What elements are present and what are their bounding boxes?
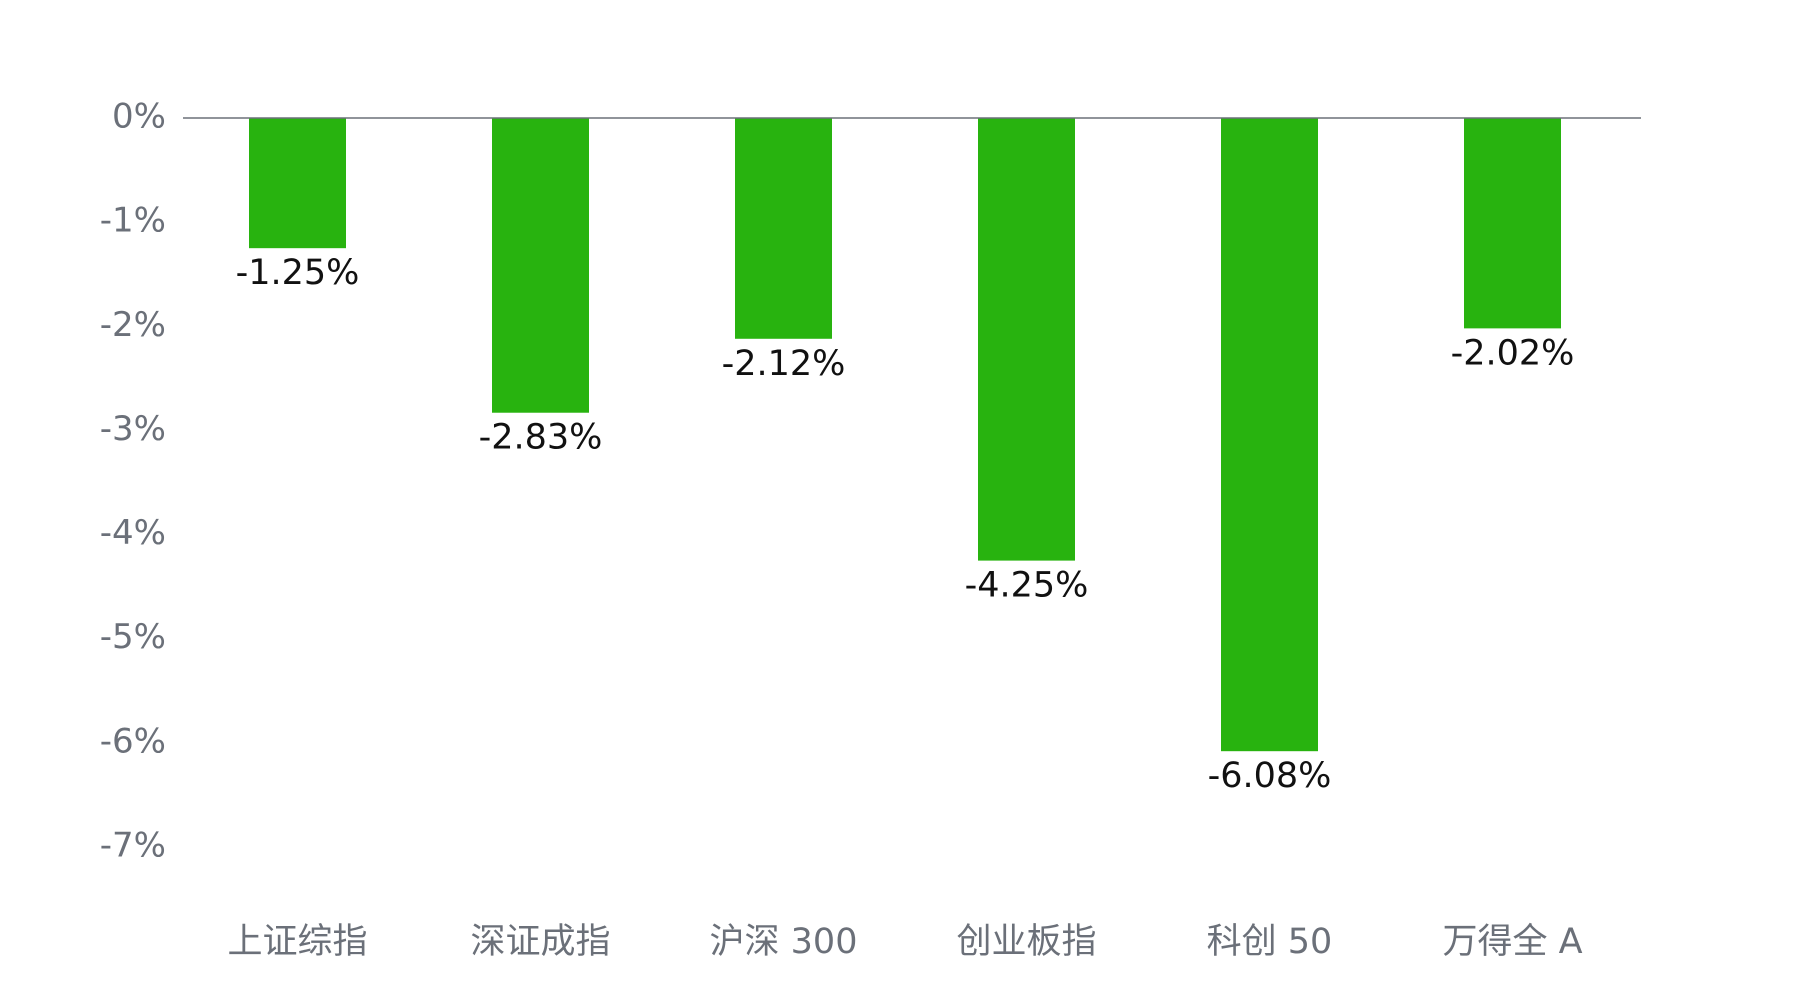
bar xyxy=(1464,118,1561,329)
y-tick-label: -6% xyxy=(100,721,166,761)
data-label: -6.08% xyxy=(1208,756,1332,796)
x-tick-label: 上证综指 xyxy=(227,922,367,962)
x-tick-label: 沪深 300 xyxy=(710,922,858,962)
x-tick-label: 深证成指 xyxy=(470,922,610,962)
bar xyxy=(1221,118,1318,752)
y-tick-label: -4% xyxy=(100,513,166,553)
y-tick-label: -2% xyxy=(100,305,166,345)
y-tick-label: -1% xyxy=(100,201,166,241)
data-label: -2.83% xyxy=(479,418,603,458)
y-tick-label: -7% xyxy=(100,826,166,866)
data-label: -2.12% xyxy=(722,344,846,384)
y-tick-label: -3% xyxy=(100,409,166,449)
x-tick-label: 万得全 A xyxy=(1442,922,1582,962)
bar xyxy=(249,118,346,249)
y-tick-label: -5% xyxy=(100,617,166,657)
data-label: -1.25% xyxy=(236,253,360,293)
x-tick-label: 科创 50 xyxy=(1207,922,1333,962)
x-tick-label: 创业板指 xyxy=(956,922,1096,962)
bar xyxy=(492,118,589,413)
bar xyxy=(735,118,832,339)
data-label: -4.25% xyxy=(965,566,1089,606)
y-tick-label: 0% xyxy=(112,97,166,137)
bar xyxy=(978,118,1075,561)
data-label: -2.02% xyxy=(1451,333,1575,373)
